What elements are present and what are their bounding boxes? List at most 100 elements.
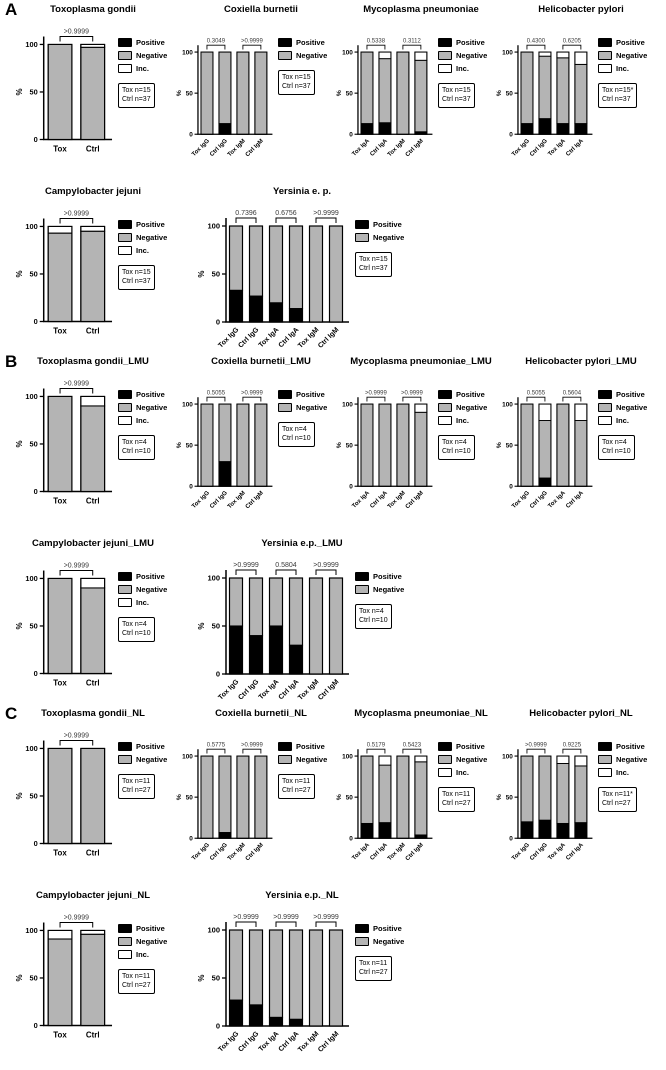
chart-mycoplasma-pneumoniae: Mycoplasma pneumoniae 0 50 100% 0.5338 0.3112…	[334, 2, 494, 184]
chart-yersinia-e-p-lmu: Yersinia e.p._LMU 0 50 100% >0.9999 0.5804 >0.…	[196, 536, 526, 718]
bar-segment-negative	[254, 755, 268, 839]
legend-item-positive: Positive	[118, 390, 174, 399]
chart-coxiella-burnetii: Coxiella burnetii 0 50 100% 0.3049 >0.9999 Tox…	[174, 2, 334, 184]
legend-swatch-icon	[598, 38, 612, 47]
legend-label: Positive	[136, 220, 165, 229]
bar-segment-inc	[556, 51, 570, 59]
bar-segment-positive	[288, 1018, 304, 1027]
y-tick-label: 0	[349, 835, 353, 842]
y-tick-label: 100	[25, 222, 37, 231]
bar-segment-negative	[378, 403, 392, 487]
bar-outline	[308, 225, 324, 323]
legend-swatch-icon	[118, 755, 132, 764]
bar-segment-negative	[574, 63, 588, 125]
chart-legend: Positive Negative Inc. Tox n=11 Ctrl n=27	[438, 742, 494, 812]
legend-label: Negative	[616, 51, 648, 60]
bar-segment-inc	[414, 51, 428, 61]
legend-label: Positive	[616, 742, 645, 751]
legend-label: Inc.	[616, 416, 629, 425]
p-value-bracket	[242, 396, 262, 402]
chart-mycoplasma-pneumoniae-lmu: Mycoplasma pneumoniae_LMU 0 50 100% >0.9999 >…	[334, 354, 494, 536]
p-value-label: 0.5604	[563, 391, 582, 397]
chart-plot: 0 50 100% >0.9999 Tox Ctrl	[15, 29, 113, 153]
bar-segment-inc	[80, 395, 106, 407]
legend-item-negative: Negative	[438, 755, 494, 764]
chart-legend: Positive Negative Inc. Tox n=11 Ctrl n=27	[118, 924, 174, 994]
bar-outline	[378, 51, 392, 135]
chart-body: 0 50 100% 0.5055 >0.9999 Tox IgG Ctrl IgG Tox I…	[174, 368, 334, 536]
chart-legend: Positive Negative Inc. Tox n=15* Ctrl n=37	[598, 38, 654, 108]
p-value-label: >0.9999	[313, 210, 339, 217]
bar-outline	[574, 403, 588, 487]
bar-segment-negative	[254, 403, 268, 487]
x-tick-label: Ctrl IgG	[237, 678, 260, 701]
legend-label: Inc.	[616, 64, 629, 73]
legend-label: Negative	[136, 937, 168, 946]
legend-item-positive: Positive	[278, 742, 334, 751]
legend-label: Positive	[136, 38, 165, 47]
bar-outline	[360, 755, 374, 839]
sample-size-line: Tox n=4	[282, 426, 307, 433]
legend-swatch-icon	[118, 246, 132, 255]
chart-title: Mycoplasma pneumoniae_NL	[354, 708, 488, 719]
p-value-label: 0.5055	[527, 391, 546, 397]
bar-outline	[80, 225, 106, 323]
p-value-label: 0.5775	[207, 743, 226, 749]
p-value-bracket	[242, 44, 262, 50]
bar-outline	[268, 929, 284, 1027]
chart-plot: 0 50 100% >0.9999 Tox Ctrl	[15, 211, 113, 335]
bar-outline	[288, 929, 304, 1027]
sample-size-line: Ctrl n=27	[359, 969, 388, 977]
p-value-label: 0.5055	[207, 391, 226, 397]
bar-outline	[308, 577, 324, 675]
bar-segment-negative	[218, 51, 232, 125]
legend-item-positive: Positive	[118, 924, 174, 933]
p-value-label: >0.9999	[525, 743, 547, 749]
panel-a-row-2: Campylobacter jejuni 0 50 100% >0.9999 Tox Ctr…	[14, 184, 666, 366]
sample-size-line: Tox n=4	[122, 621, 147, 628]
legend-swatch-icon	[355, 233, 369, 242]
x-tick-label: Ctrl IgG	[209, 842, 229, 862]
p-value-bracket	[402, 748, 422, 754]
bar-segment-negative	[396, 755, 410, 839]
bar-segment-negative	[200, 403, 214, 487]
p-value-label: >0.9999	[313, 914, 339, 921]
chart-helicobacter-pylori-lmu: Helicobacter pylori_LMU 0 50 100% 0.5055 0.56…	[494, 354, 654, 536]
p-value-bracket	[275, 217, 297, 223]
bar-outline	[268, 225, 284, 323]
bar-segment-negative	[378, 764, 392, 824]
bar-segment-negative	[288, 577, 304, 646]
legend-label: Negative	[296, 51, 328, 60]
chart-body: 0 50 100% 0.5179 0.5423 Tox IgA Ctrl IgA Tox Ig…	[334, 720, 494, 888]
bar-segment-negative	[556, 403, 570, 487]
legend-swatch-icon	[118, 220, 132, 229]
sample-size-line: Tox n=15	[122, 87, 151, 94]
legend-item-negative: Negative	[278, 755, 334, 764]
bar-segment-positive	[414, 834, 428, 839]
bar-outline	[308, 929, 324, 1027]
sample-size-line: Tox n=11	[359, 960, 388, 967]
legend-label: Positive	[616, 38, 645, 47]
bar-outline	[396, 51, 410, 135]
legend-label: Positive	[373, 220, 402, 229]
x-tick-label: Ctrl IgA	[565, 138, 585, 158]
p-value-bracket	[366, 44, 386, 50]
legend-swatch-icon	[438, 755, 452, 764]
bar-segment-inc	[80, 225, 106, 232]
chart-title: Toxoplasma gondii_NL	[41, 708, 145, 719]
legend-item-negative: Negative	[438, 51, 494, 60]
bar-outline	[236, 51, 250, 135]
bar-segment-negative	[308, 577, 324, 675]
legend-label: Negative	[616, 755, 648, 764]
y-tick-label: 0	[509, 483, 513, 490]
sample-size-line: Tox n=4	[442, 439, 467, 446]
bar-segment-negative	[254, 51, 268, 135]
chart-body: 0 50 100% 0.5055 0.5604 Tox IgG Ctrl IgG Tox Ig…	[494, 368, 654, 536]
bar-segment-negative	[228, 577, 244, 627]
legend-item-positive: Positive	[438, 390, 494, 399]
chart-body: 0 50 100% >0.9999 Tox Ctrl Positive Negative Inc…	[14, 198, 174, 344]
y-tick-label: 100	[207, 574, 220, 583]
bar-segment-negative	[228, 225, 244, 291]
